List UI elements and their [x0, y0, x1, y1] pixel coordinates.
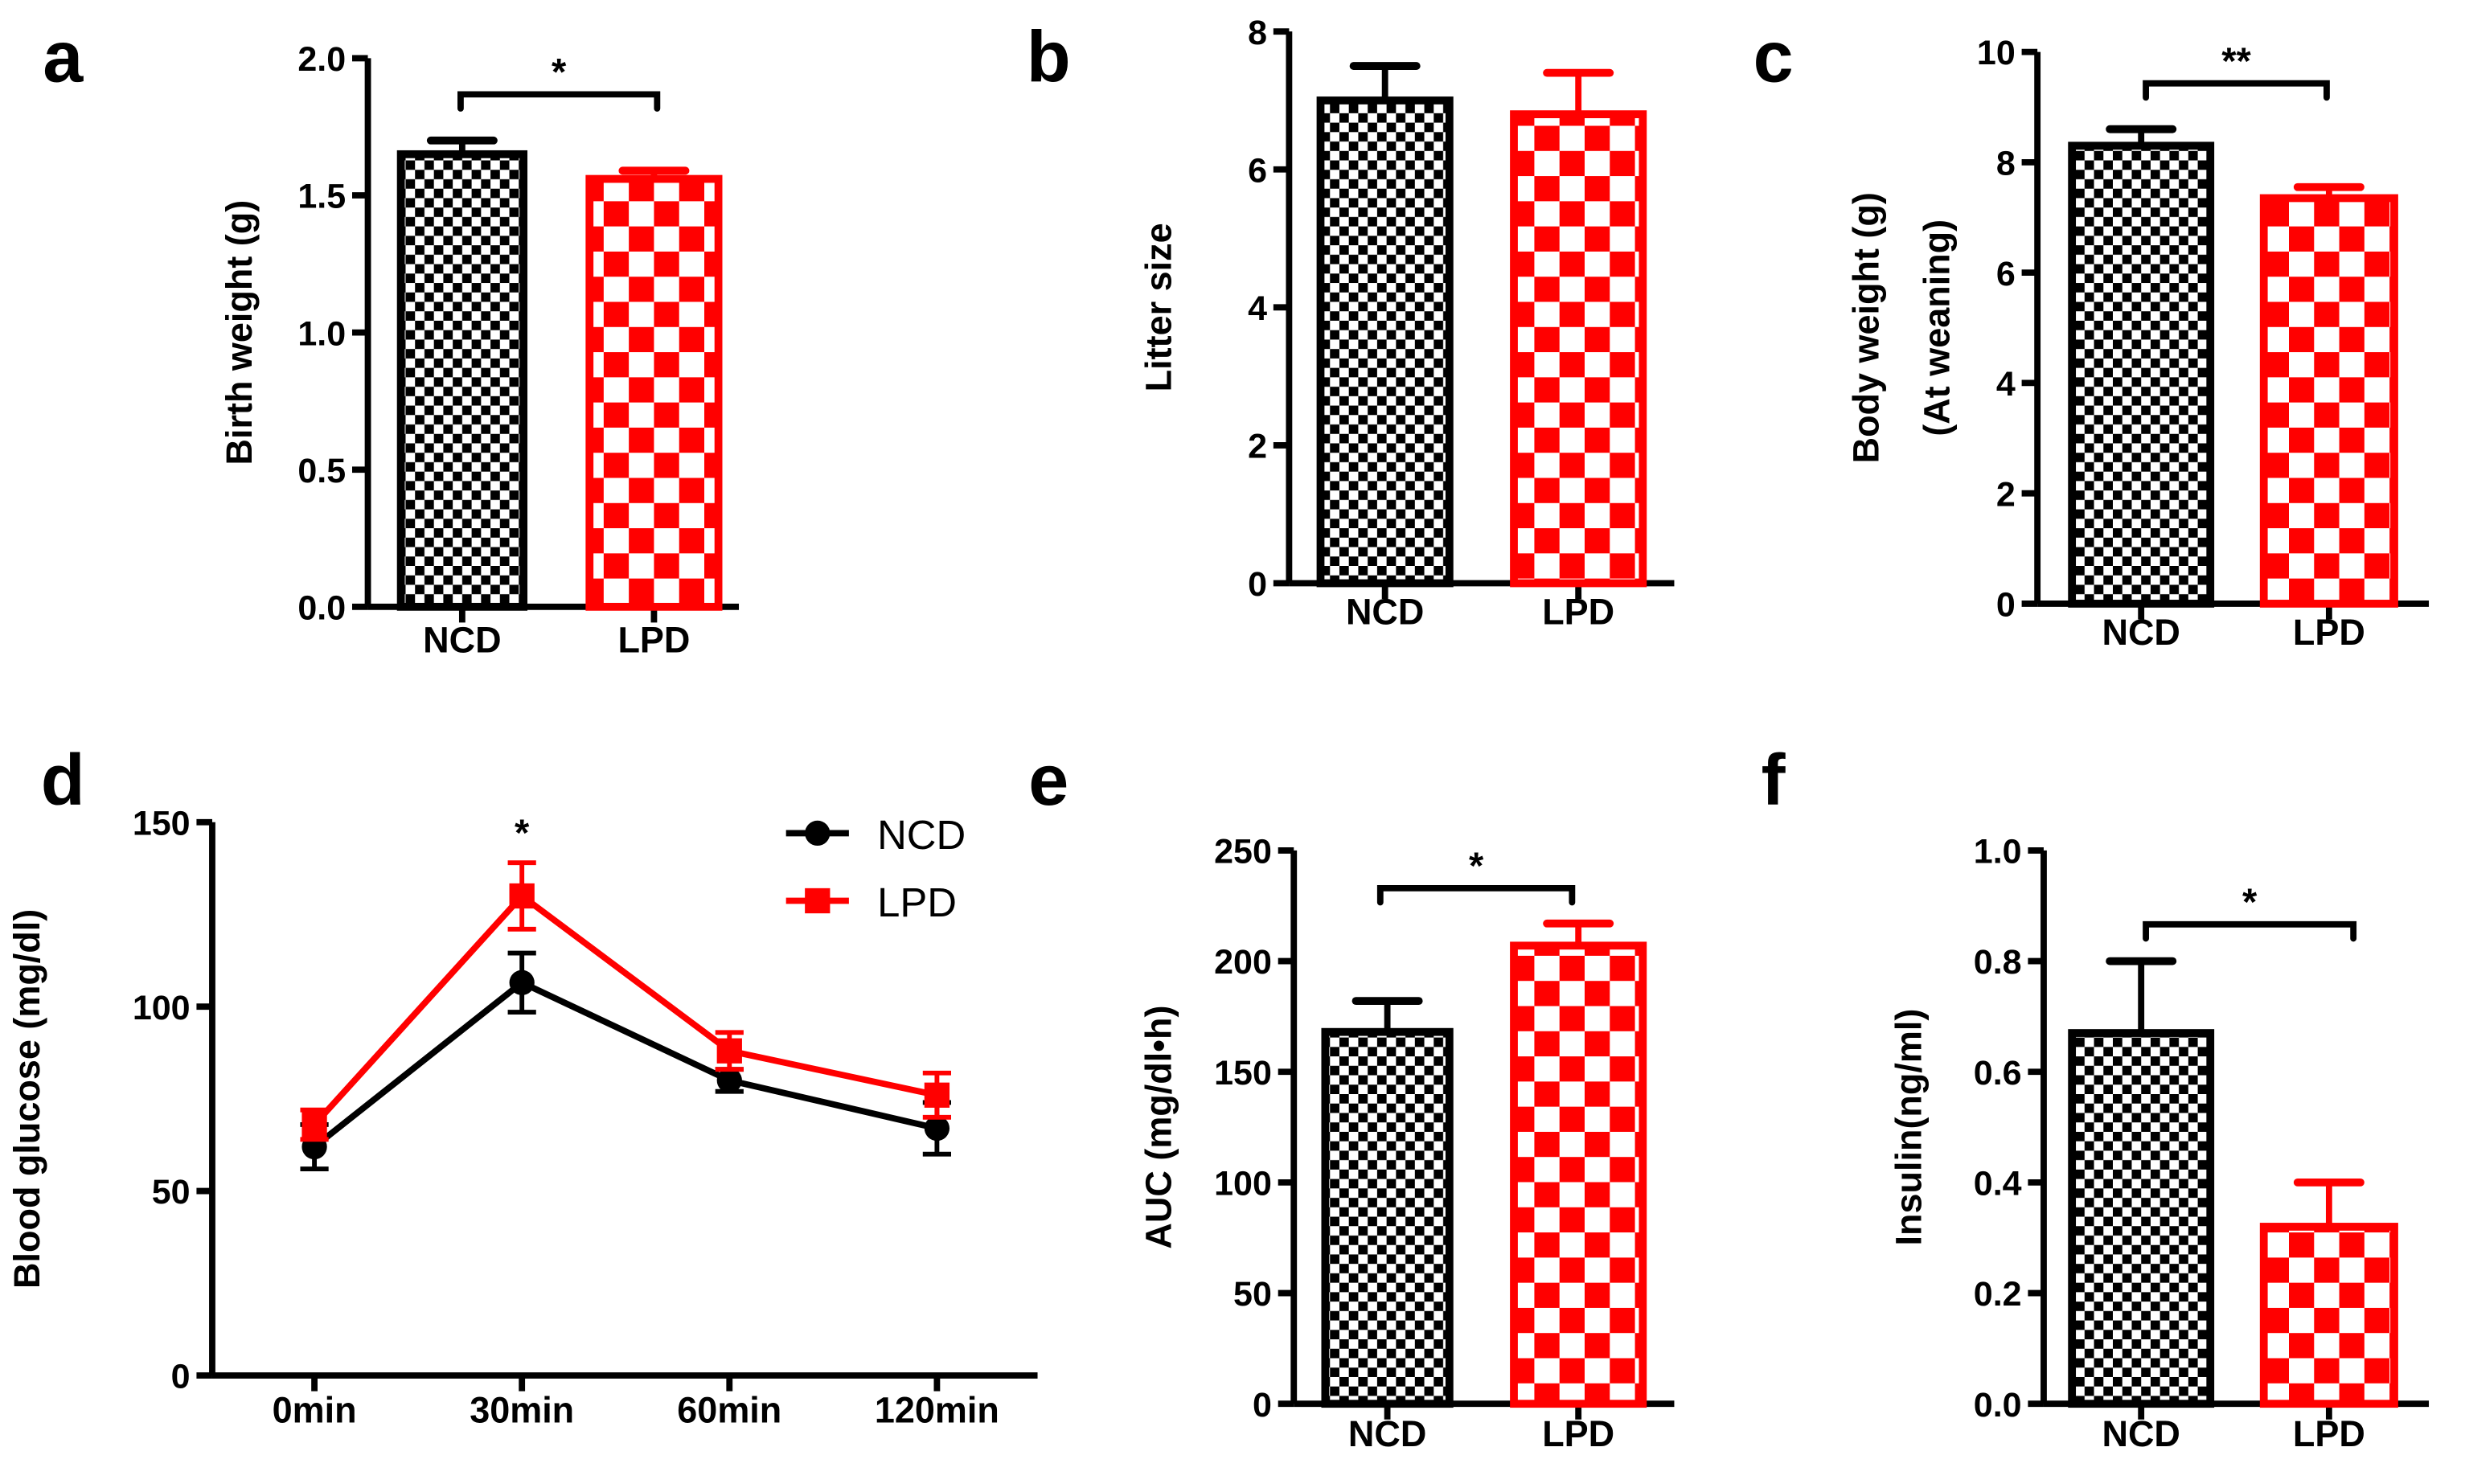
y-axis-label: Insulin(ng/ml) — [1888, 1009, 1929, 1246]
y-tick-label: 4 — [1248, 289, 1267, 328]
significance-bracket — [1376, 884, 1576, 906]
panel-label: c — [1753, 18, 1794, 98]
panel-f: f 0.0 0.2 0.4 0.6 0.8 1.0 Insulin(ng/ml) NCD LPD * — [1762, 740, 2430, 1454]
bar-ncd — [1321, 1027, 1454, 1408]
legend-marker — [805, 888, 831, 914]
y-axis-label: Birth weight (g) — [219, 200, 260, 465]
y-tick-label: 100 — [1214, 1165, 1272, 1203]
y-tick-label: 2 — [1996, 475, 2016, 514]
x-tick-label: NCD — [2102, 612, 2180, 653]
y-tick-label: 0.0 — [297, 588, 346, 627]
y-axis-label: AUC (mg/dl•h) — [1138, 1006, 1179, 1249]
bar-lpd — [1510, 110, 1647, 588]
y-tick-label: 10 — [1977, 34, 2016, 72]
bar-lpd — [1510, 941, 1647, 1408]
y-tick-label: 1.0 — [1974, 833, 2022, 871]
panel-label: f — [1762, 740, 1786, 821]
y-tick-label: 200 — [1214, 943, 1272, 982]
y-tick-label: 0 — [171, 1358, 191, 1396]
data-point — [924, 1115, 950, 1142]
x-tick-label: LPD — [1542, 1413, 1614, 1454]
data-point — [509, 883, 535, 909]
y-tick-label: 0.5 — [297, 452, 346, 490]
y-tick-label: 6 — [1248, 151, 1267, 190]
data-point — [301, 1112, 327, 1138]
y-tick-label: 50 — [152, 1173, 191, 1211]
panel-label: b — [1027, 18, 1071, 98]
y-axis-label: Blood glucose (mg/dl) — [6, 909, 47, 1289]
bar-lpd — [585, 174, 723, 611]
y-tick-label: 0.4 — [1974, 1165, 2022, 1203]
y-tick-label: 2.0 — [297, 40, 346, 79]
x-tick-label: LPD — [617, 620, 690, 661]
x-tick-label: LPD — [2293, 612, 2365, 653]
bar-lpd — [2259, 1223, 2398, 1408]
panel-e: e 0 50 100 150 200 250 AUC (mg/dl•h) NCD LPD * — [1028, 740, 1675, 1454]
significance-label: * — [1469, 845, 1484, 887]
y-tick-label: 8 — [1996, 145, 2016, 183]
series-line-lpd — [312, 892, 938, 1127]
significance-label: * — [552, 51, 567, 93]
panel-label: e — [1028, 740, 1068, 821]
series-line-ncd — [312, 978, 938, 1150]
x-tick-label: 30min — [470, 1390, 574, 1431]
y-tick-label: 6 — [1996, 255, 2016, 293]
data-point — [716, 1038, 742, 1064]
y-tick-label: 4 — [1996, 365, 2016, 404]
y-tick-label: 0.6 — [1974, 1054, 2022, 1093]
y-tick-label: 0 — [1253, 1386, 1272, 1425]
panel-b: b 0 2 4 6 8 Litter size NCD LPD — [1027, 14, 1675, 632]
y-tick-label: 0 — [1996, 586, 2016, 625]
legend-marker — [805, 820, 831, 847]
y-tick-label: 50 — [1233, 1275, 1272, 1314]
y-axis-label: (At weaning) — [1917, 219, 1958, 437]
significance-bracket — [2143, 80, 2330, 101]
significance-label: ** — [2221, 40, 2251, 82]
x-tick-label: NCD — [1346, 591, 1424, 632]
panel-a: a 0.0 0.5 1.0 1.5 2.0 Birth weight (g) NCD LPD * — [43, 18, 740, 661]
y-axis-label: Body weight (g) — [1846, 192, 1887, 463]
y-axis-label: Litter size — [1138, 223, 1179, 391]
y-tick-label: 0.2 — [1974, 1275, 2022, 1314]
x-tick-label: NCD — [2102, 1413, 2180, 1454]
y-tick-label: 150 — [1214, 1054, 1272, 1093]
legend-label: NCD — [877, 812, 966, 858]
y-tick-label: 1.5 — [297, 178, 346, 216]
y-tick-label: 1.0 — [297, 314, 346, 353]
significance-bracket — [457, 91, 661, 112]
x-tick-label: LPD — [1542, 591, 1614, 632]
data-point — [716, 1068, 742, 1093]
x-tick-label: NCD — [1348, 1413, 1426, 1454]
x-tick-label: 0min — [273, 1390, 357, 1431]
significance-label: * — [2242, 881, 2258, 923]
x-tick-label: 60min — [677, 1390, 781, 1431]
bar-ncd — [1316, 96, 1454, 588]
bar-ncd — [2068, 1029, 2215, 1408]
y-tick-label: 100 — [133, 989, 191, 1027]
y-tick-label: 8 — [1248, 14, 1267, 52]
panel-label: a — [43, 18, 84, 98]
y-tick-label: 0.8 — [1974, 943, 2022, 982]
panel-label: d — [41, 740, 85, 821]
y-tick-label: 2 — [1248, 428, 1267, 466]
data-point — [509, 970, 535, 995]
panel-d: d 0 50 100 150 Blood glucose (mg/dl) 0min 30min… — [6, 740, 1038, 1431]
legend-label: LPD — [877, 879, 957, 925]
y-tick-label: 250 — [1214, 833, 1272, 871]
data-point — [924, 1082, 950, 1108]
x-tick-label: NCD — [423, 620, 501, 661]
significance-bracket — [2143, 920, 2357, 942]
significance-label: * — [515, 812, 530, 854]
x-tick-label: LPD — [2293, 1413, 2365, 1454]
y-tick-label: 150 — [133, 804, 191, 842]
bar-ncd — [396, 150, 528, 611]
y-tick-label: 0.0 — [1974, 1386, 2022, 1425]
bar-lpd — [2259, 194, 2398, 608]
panel-c: c 0 2 4 6 8 10 Body weight (g) (At weaning) NCD LP… — [1753, 18, 2430, 653]
y-tick-label: 0 — [1248, 565, 1267, 604]
bar-ncd — [2068, 141, 2215, 608]
x-tick-label: 120min — [875, 1390, 999, 1431]
